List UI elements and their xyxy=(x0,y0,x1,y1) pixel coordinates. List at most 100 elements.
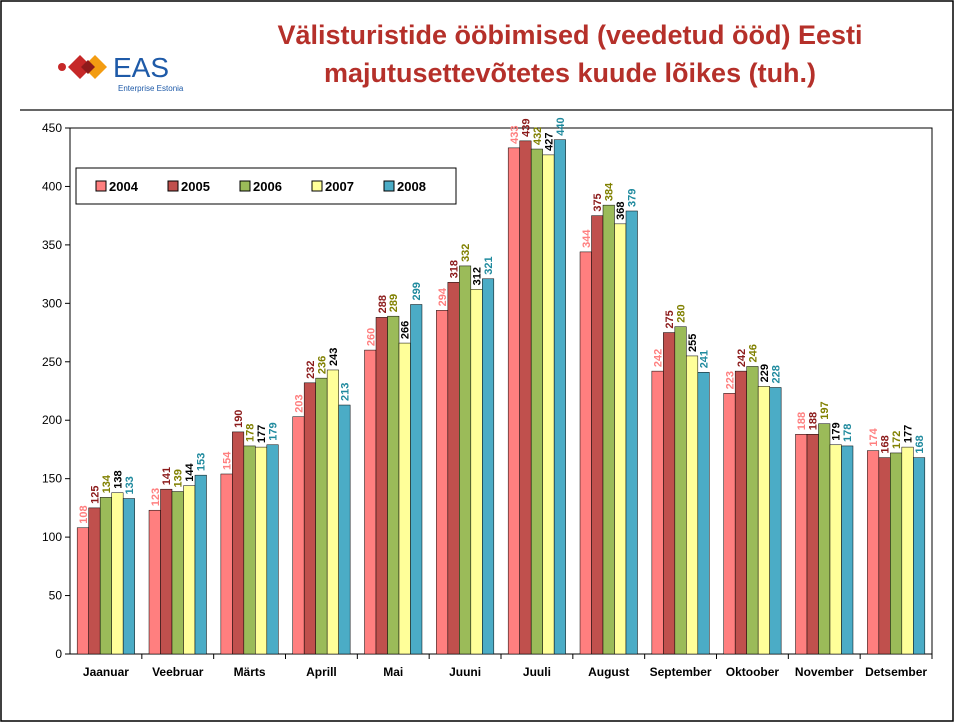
data-label: 123 xyxy=(150,488,162,506)
data-label: 108 xyxy=(78,505,90,523)
data-label: 384 xyxy=(604,182,616,201)
legend-label: 2008 xyxy=(397,179,426,194)
data-label: 440 xyxy=(555,117,567,135)
data-label: 153 xyxy=(196,453,208,471)
data-label: 203 xyxy=(293,394,305,412)
data-label: 168 xyxy=(914,435,926,453)
bar xyxy=(183,486,194,654)
data-label: 289 xyxy=(388,294,400,312)
data-label: 375 xyxy=(592,193,604,211)
legend-swatch xyxy=(312,181,322,191)
data-label: 379 xyxy=(627,189,639,207)
logo-subtitle: Enterprise Estonia xyxy=(118,84,184,93)
x-tick-label: August xyxy=(588,665,629,679)
data-label: 318 xyxy=(449,260,461,278)
data-label: 179 xyxy=(268,422,280,440)
bar xyxy=(195,475,206,654)
bar xyxy=(388,316,399,654)
bar xyxy=(626,211,637,654)
legend-label: 2004 xyxy=(109,179,139,194)
bar xyxy=(675,327,686,654)
x-tick-label: Jaanuar xyxy=(83,665,129,679)
bar xyxy=(100,497,111,654)
bar xyxy=(796,434,807,654)
data-label: 294 xyxy=(437,287,449,306)
data-label: 154 xyxy=(222,451,234,470)
x-tick-label: Mai xyxy=(383,665,403,679)
bar xyxy=(867,451,878,654)
data-label: 188 xyxy=(808,412,820,430)
bar xyxy=(770,387,781,654)
data-label: 174 xyxy=(868,427,880,446)
x-tick-label: Veebruar xyxy=(152,665,204,679)
bar xyxy=(554,140,565,654)
data-label: 188 xyxy=(796,412,808,430)
bar xyxy=(735,371,746,654)
bar xyxy=(459,266,470,654)
data-label: 125 xyxy=(89,486,101,504)
data-label: 288 xyxy=(377,295,389,313)
bar xyxy=(807,434,818,654)
bar xyxy=(482,279,493,654)
data-label: 133 xyxy=(124,476,136,494)
data-label: 172 xyxy=(891,431,903,449)
data-label: 242 xyxy=(653,349,665,367)
y-tick-label: 50 xyxy=(49,589,63,603)
bar xyxy=(376,317,387,654)
legend-label: 2007 xyxy=(325,179,354,194)
bar xyxy=(293,417,304,654)
bar xyxy=(652,371,663,654)
bar xyxy=(543,155,554,654)
bar xyxy=(603,205,614,654)
bar xyxy=(327,370,338,654)
bar xyxy=(531,149,542,654)
bar xyxy=(161,489,172,654)
logo-name: EAS xyxy=(113,52,169,83)
data-label: 255 xyxy=(687,334,699,352)
bar xyxy=(172,492,183,654)
data-label: 228 xyxy=(770,365,782,383)
bar xyxy=(913,458,924,654)
x-tick-label: Aprill xyxy=(306,665,337,679)
y-tick-label: 250 xyxy=(42,355,62,369)
bar xyxy=(663,333,674,654)
data-label: 190 xyxy=(233,410,245,428)
x-tick-label: Detsember xyxy=(865,665,927,679)
data-label: 246 xyxy=(747,344,759,362)
data-label: 433 xyxy=(509,126,521,144)
data-label: 223 xyxy=(724,371,736,389)
y-tick-label: 400 xyxy=(42,179,62,193)
data-label: 232 xyxy=(305,360,317,378)
data-label: 368 xyxy=(615,201,627,219)
data-label: 236 xyxy=(316,356,328,374)
bar xyxy=(819,424,830,654)
legend-label: 2006 xyxy=(253,179,282,194)
y-tick-label: 350 xyxy=(42,238,62,252)
bar xyxy=(410,305,421,654)
data-label: 427 xyxy=(543,133,555,151)
data-label: 266 xyxy=(400,321,412,339)
bar xyxy=(316,378,327,654)
bar xyxy=(339,405,350,654)
bar xyxy=(365,350,376,654)
data-label: 280 xyxy=(676,304,688,322)
data-label: 134 xyxy=(101,474,113,493)
data-label: 439 xyxy=(520,118,532,136)
data-label: 241 xyxy=(699,350,711,368)
data-label: 197 xyxy=(819,401,831,419)
legend-label: 2005 xyxy=(181,179,210,194)
y-tick-label: 450 xyxy=(42,121,62,135)
bar xyxy=(448,282,459,654)
data-label: 344 xyxy=(581,229,593,248)
y-tick-label: 150 xyxy=(42,472,62,486)
data-label: 299 xyxy=(411,282,423,300)
legend-swatch xyxy=(168,181,178,191)
bar xyxy=(520,141,531,654)
data-label: 229 xyxy=(759,364,771,382)
chart: EAS Enterprise Estonia Välisturistide öö… xyxy=(0,0,954,722)
bar xyxy=(614,224,625,654)
data-label: 141 xyxy=(161,467,173,485)
bar xyxy=(89,508,100,654)
y-tick-label: 0 xyxy=(55,647,62,661)
x-tick-label: Juuli xyxy=(523,665,551,679)
